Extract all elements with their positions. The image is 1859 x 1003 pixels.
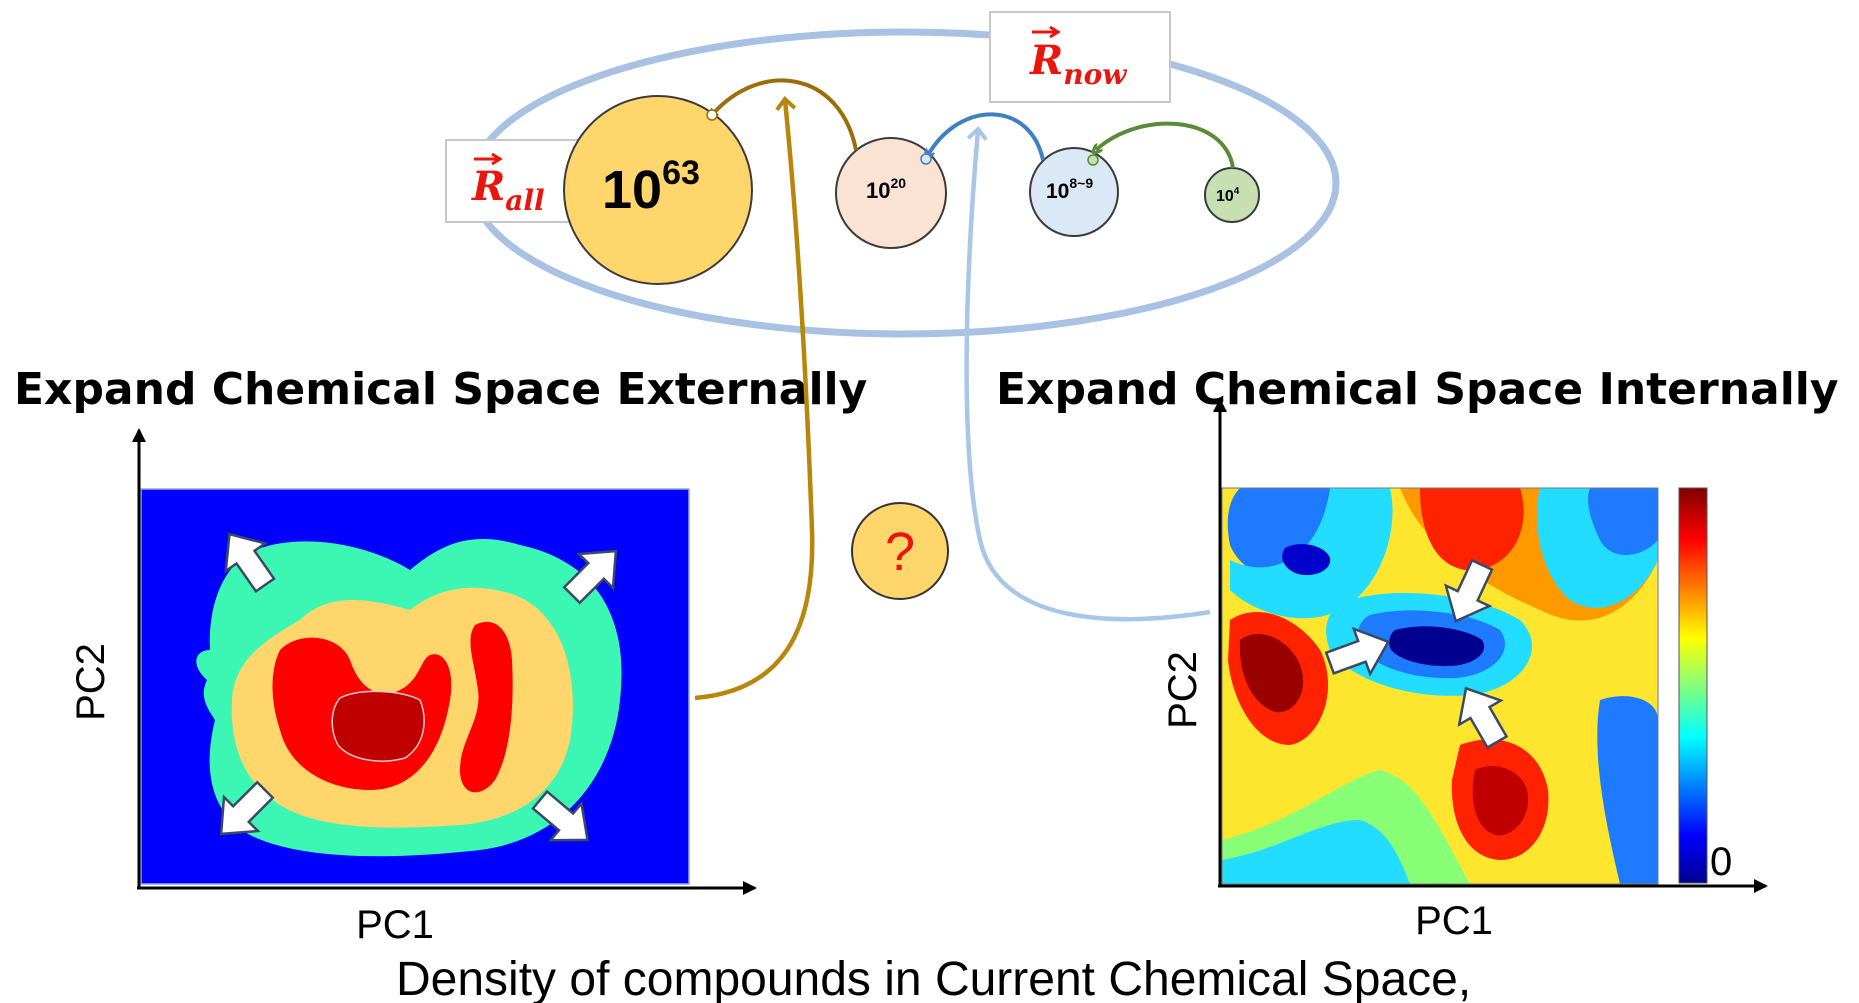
question-mark: ? <box>885 522 915 582</box>
left-x-label: PC1 <box>356 903 434 947</box>
right-darkred-bottom <box>1472 766 1529 836</box>
right-cyan-region <box>1222 820 1410 884</box>
space-size-10-4: 104 <box>1216 186 1240 205</box>
colorbar-min-label: 0 <box>1710 840 1732 884</box>
heading-external: Expand Chemical Space Externally <box>14 364 867 415</box>
left-density-peak <box>331 690 425 762</box>
left-density-plot <box>140 488 690 885</box>
right-x-label: PC1 <box>1415 899 1493 943</box>
space-size-10-8-9: 108~9 <box>1046 175 1093 203</box>
r-now-box <box>989 11 1171 103</box>
arrow-20-to-63 <box>712 78 858 151</box>
internal-expansion-arrow <box>964 126 1211 622</box>
right-darkblue-valley <box>1389 626 1485 667</box>
space-circle-10-8-9 <box>1029 147 1119 237</box>
right-darkblue-top-left <box>1282 544 1331 576</box>
external-expansion-arrow <box>694 96 815 701</box>
arrow-4-to-8 <box>1096 121 1235 169</box>
left-y-label: PC2 <box>69 643 113 721</box>
left-density-level-3b <box>460 621 513 793</box>
right-colorbar <box>1678 487 1708 884</box>
space-circle-10-20 <box>835 137 947 249</box>
right-blue-top-right <box>1588 488 1658 555</box>
footer-caption: Density of compounds in Current Chemical… <box>396 953 1471 1003</box>
space-size-10-63: 1063 <box>602 154 700 220</box>
space-circle-10-63 <box>563 95 753 285</box>
r-all-label: Rall <box>471 163 545 217</box>
question-mark-circle <box>851 502 949 600</box>
space-size-10-20: 1020 <box>866 175 906 203</box>
right-blue-bottom-right <box>1597 696 1658 884</box>
arrow-8-to-20 <box>928 112 1045 160</box>
right-density-plot <box>1222 488 1658 884</box>
right-red-top <box>1420 488 1524 571</box>
r-all-box <box>445 139 585 223</box>
right-darkred-left <box>1239 634 1304 713</box>
r-now-label: Rnow <box>1029 37 1127 91</box>
heading-internal: Expand Chemical Space Internally <box>996 364 1839 415</box>
right-y-label: PC2 <box>1161 651 1205 729</box>
